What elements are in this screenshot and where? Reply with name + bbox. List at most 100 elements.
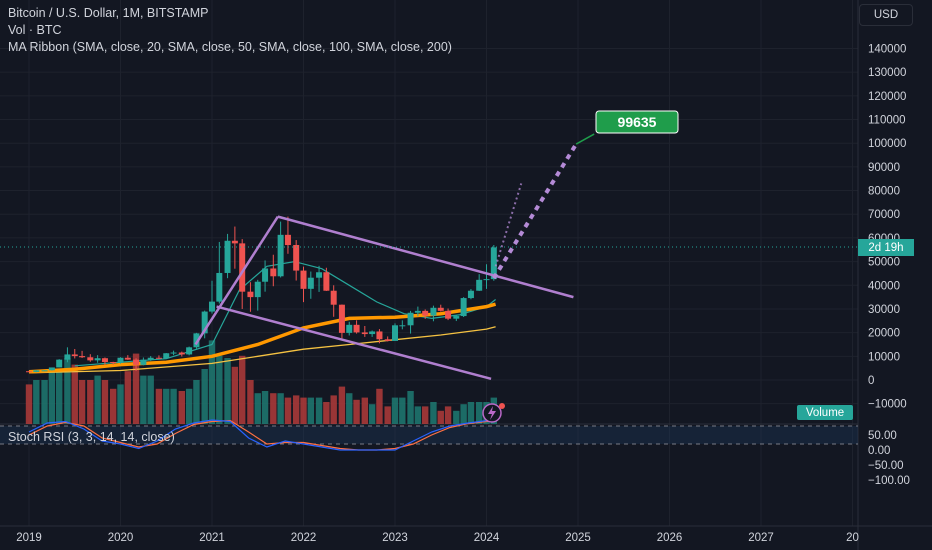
- currency-button[interactable]: USD: [859, 4, 913, 26]
- candle-body: [216, 272, 223, 302]
- volume-bar: [101, 380, 109, 424]
- volume-bar: [155, 388, 163, 424]
- candle-body: [163, 353, 170, 359]
- candle-body: [94, 358, 101, 361]
- volume-bar: [87, 380, 94, 424]
- chart-title-legend[interactable]: Bitcoin / U.S. Dollar, 1M, BITSTAMP: [8, 6, 209, 20]
- price-axis[interactable]: 1400001300001200001100001000009000080000…: [868, 43, 907, 410]
- volume-bar: [460, 404, 467, 424]
- volume-bar: [407, 391, 414, 424]
- candle-body: [186, 347, 193, 355]
- candle-body: [262, 268, 269, 282]
- volume-bar: [353, 399, 360, 424]
- candle-body: [490, 247, 497, 280]
- volume-bar: [430, 402, 437, 424]
- volume-bar: [368, 404, 376, 424]
- ma-200-line: [28, 326, 496, 374]
- volume-bar: [178, 391, 186, 424]
- time-tick: 2023: [382, 532, 408, 544]
- volume-bar: [384, 406, 391, 424]
- time-axis[interactable]: 2019 2020 2021 2022 2023 2024 2025 2026 2027 20: [16, 532, 859, 544]
- candle-body: [64, 354, 71, 360]
- candle-body: [101, 358, 108, 363]
- price-tick: 40000: [868, 280, 900, 292]
- volume-bar: [467, 402, 475, 424]
- candle-body: [56, 359, 63, 368]
- volume-bar: [231, 366, 239, 424]
- candle-body: [467, 290, 474, 299]
- volume-bar: [64, 358, 71, 424]
- volume-bar: [437, 410, 444, 424]
- volume-bar: [48, 371, 56, 424]
- price-tick: 0: [868, 375, 874, 387]
- candle-body: [193, 333, 200, 348]
- volume-bar: [132, 353, 140, 424]
- volume-bar: [193, 380, 200, 424]
- candle-body: [346, 324, 353, 333]
- volume-label-box: [797, 405, 853, 420]
- rsi-k-line: [28, 419, 496, 451]
- time-tick: 2021: [199, 532, 225, 544]
- candle-body: [239, 243, 246, 292]
- volume-bar: [453, 410, 460, 424]
- candle-body: [224, 240, 231, 273]
- candle-body: [110, 362, 117, 364]
- candle-body: [155, 357, 162, 359]
- volume-bar: [421, 406, 429, 424]
- candle-body: [392, 325, 398, 341]
- volume-bar: [201, 369, 208, 424]
- volume-bar: [338, 386, 346, 424]
- price-tick: −10000: [868, 399, 907, 411]
- volume-bar: [292, 395, 300, 424]
- ma-ribbon-legend[interactable]: MA Ribbon (SMA, close, 20, SMA, close, 5…: [8, 40, 452, 54]
- candle-body: [316, 272, 323, 278]
- stoch-rsi-legend[interactable]: Stoch RSI (3, 3, 14, 14, close): [8, 430, 175, 444]
- volume-bar: [216, 355, 223, 424]
- candle-body: [117, 357, 124, 363]
- candle-body: [71, 354, 78, 357]
- candle-body: [422, 310, 429, 316]
- countdown-box: [858, 239, 914, 256]
- price-tick: 130000: [868, 67, 906, 79]
- volume-legend[interactable]: Vol · BTC: [8, 23, 62, 37]
- volume-bar: [124, 371, 132, 424]
- candle-body: [231, 240, 238, 244]
- candle-body: [254, 281, 261, 298]
- volume-bar: [361, 397, 369, 424]
- axis-labels: 2d 19h Volume: [0, 239, 914, 423]
- candle-body: [140, 359, 147, 365]
- candle-body: [133, 359, 140, 365]
- volume-bar: [444, 406, 452, 424]
- lightning-icon: [488, 406, 496, 420]
- price-tick: 110000: [868, 115, 906, 127]
- drawings[interactable]: 99635: [194, 110, 679, 381]
- candle-body: [323, 272, 330, 291]
- price-tick: 70000: [868, 209, 900, 221]
- candle-body: [453, 316, 460, 319]
- time-tick: 2027: [748, 532, 774, 544]
- candle-body: [361, 332, 368, 335]
- volume-bar: [475, 402, 483, 424]
- candle-body: [26, 371, 32, 373]
- candle-body: [293, 245, 300, 271]
- candle-body: [48, 367, 55, 371]
- volume-bar: [41, 380, 48, 424]
- volume-bar: [391, 397, 399, 424]
- volume-bar: [170, 388, 177, 424]
- price-tick: 50000: [868, 257, 900, 269]
- volume-bar: [254, 393, 261, 424]
- price-tick: 30000: [868, 304, 900, 316]
- price-tick: 140000: [868, 43, 906, 55]
- rsi-axis[interactable]: 50.00 0.00 −50.00 −100.00: [868, 430, 910, 487]
- time-tick: 2020: [108, 532, 134, 544]
- volume-bar: [224, 358, 231, 424]
- candle-body: [460, 298, 467, 317]
- price-tick: 10000: [868, 351, 900, 363]
- candle-body: [384, 339, 391, 341]
- candle-body: [247, 291, 254, 298]
- candle-body: [399, 325, 406, 327]
- price-tick: 90000: [868, 162, 900, 174]
- time-tick: 2026: [657, 532, 683, 544]
